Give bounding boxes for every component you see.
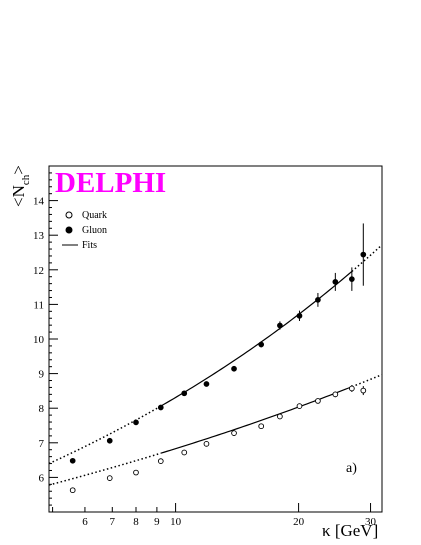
x-tick-label: 10 <box>170 516 182 528</box>
gluon-point <box>181 390 188 397</box>
x-tick-label: 9 <box>154 516 160 528</box>
legend: Quark Gluon Fits <box>62 210 107 251</box>
y-tick-label: 8 <box>39 403 45 415</box>
legend-label: Fits <box>82 240 97 251</box>
quark-point <box>332 391 339 398</box>
y-axis-title-main: <N <box>9 185 28 207</box>
gluon-point <box>258 341 265 348</box>
quark-point <box>133 469 139 476</box>
x-tick-label: 30 <box>365 516 377 528</box>
data-points <box>69 223 367 494</box>
legend-marker-quark <box>65 211 73 219</box>
x-tick-label: 8 <box>133 516 139 528</box>
legend-label: Gluon <box>82 225 107 236</box>
fit-solid-1 <box>160 270 353 407</box>
x-tick-label: 7 <box>110 516 116 528</box>
legend-marker-gluon <box>65 226 73 234</box>
gluon-point <box>157 404 164 411</box>
y-tick-label: 13 <box>33 230 45 242</box>
gluon-point <box>315 297 321 303</box>
x-tick-label: 20 <box>293 516 305 528</box>
y-tick-label: 10 <box>33 334 45 346</box>
fit-solid-0 <box>160 386 353 454</box>
quark-point <box>203 440 210 447</box>
gluon-point <box>277 322 283 329</box>
quark-point <box>106 475 113 481</box>
y-axis-ticks: 6 7 8 9 10 11 12 13 14 <box>33 165 58 513</box>
y-tick-label: 9 <box>39 369 45 381</box>
quark-point <box>277 413 283 420</box>
quark-point <box>315 398 321 404</box>
gluon-point <box>332 279 339 285</box>
gluon-point <box>296 312 303 319</box>
gluon-point <box>203 381 210 387</box>
x-axis-ticks: 6 7 8 9 10 20 30 <box>52 503 377 528</box>
quark-point <box>69 487 76 494</box>
quark-point <box>360 387 367 394</box>
y-tick-label: 12 <box>33 265 44 277</box>
fit-dotted-left-1 <box>48 405 162 465</box>
quark-point <box>296 403 303 409</box>
gluon-point <box>69 457 76 464</box>
x-tick-label: 6 <box>82 516 88 528</box>
quark-point <box>258 423 265 430</box>
y-tick-label: 11 <box>33 299 44 311</box>
quark-point <box>349 385 355 392</box>
brand-logo: DELPHI <box>55 167 166 199</box>
quark-point <box>181 449 188 456</box>
fit-dotted-right-0 <box>351 373 383 388</box>
y-axis-title-sub: ch <box>20 174 32 185</box>
y-axis-title-close: > <box>9 165 28 175</box>
gluon-point <box>133 419 139 426</box>
quark-point <box>231 430 237 436</box>
y-tick-label: 14 <box>33 196 45 208</box>
x-axis-title: κ [GeV] <box>322 521 378 540</box>
y-tick-label: 6 <box>39 472 45 484</box>
gluon-point <box>360 251 367 258</box>
y-tick-label: 7 <box>39 438 45 450</box>
panel-label: a) <box>346 461 357 476</box>
fit-dotted-left-0 <box>48 452 162 486</box>
fit-curves <box>48 244 383 486</box>
fit-dotted-right-1 <box>351 244 383 272</box>
gluon-point <box>231 365 237 372</box>
quark-point <box>157 458 164 464</box>
y-axis-title: <Nch> <box>9 165 32 207</box>
gluon-point <box>106 437 113 444</box>
gluon-point <box>349 276 355 282</box>
legend-label: Quark <box>82 210 107 221</box>
